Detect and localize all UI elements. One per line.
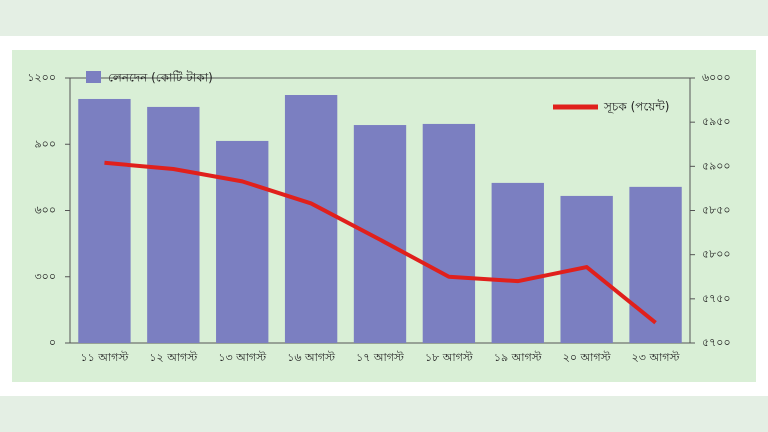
bar	[284, 95, 338, 343]
y-tick-label: ৯০০	[35, 137, 56, 150]
bar	[629, 186, 682, 343]
y-tick-label: ০	[49, 336, 56, 349]
bar	[216, 140, 269, 343]
y2-tick-label: ৫৭৫০	[702, 292, 731, 305]
y2-tick-label: ৬০০০	[702, 71, 731, 84]
x-tick-label: ১৯ আগস্ট	[494, 351, 543, 364]
x-tick-label: ২৩ আগস্ট	[632, 351, 681, 364]
line	[104, 160, 657, 325]
legend-swatch	[86, 71, 101, 83]
x-tick-label: ১৬ আগস্ট	[287, 351, 336, 364]
bar	[491, 182, 544, 343]
x-tick-label: ১১ আগস্ট	[81, 351, 130, 364]
x-tick-label: ১৮ আগস্ট	[425, 351, 474, 364]
x-tick-label: ২০ আগস্ট	[563, 351, 612, 364]
y2-tick-label: ৫৮৫০	[702, 204, 731, 217]
y2-tick-label: ৫৮০০	[702, 248, 731, 261]
y2-tick-label: ৫৯৫০	[702, 115, 731, 128]
legend-label: লেনদেন (কোটি টাকা)	[108, 71, 213, 85]
y2-tick-label: ৫৯০০	[702, 159, 731, 172]
bar	[422, 123, 476, 343]
bar	[78, 98, 131, 344]
y2-tick-label: ৫৭০০	[702, 336, 731, 349]
y-tick-label: ৩০০	[35, 270, 56, 283]
x-tick-label: ১২ আগস্ট	[149, 351, 198, 364]
x-tick-label: ১৩ আগস্ট	[218, 351, 267, 364]
y-tick-label: ১২০০	[27, 71, 56, 84]
y-tick-label: ৬০০	[35, 204, 56, 217]
legend-label: সূচক (পয়েন্ট)	[603, 100, 669, 115]
x-tick-label: ১৭ আগস্ট	[356, 351, 405, 364]
bar	[353, 125, 407, 343]
bar	[147, 106, 200, 343]
